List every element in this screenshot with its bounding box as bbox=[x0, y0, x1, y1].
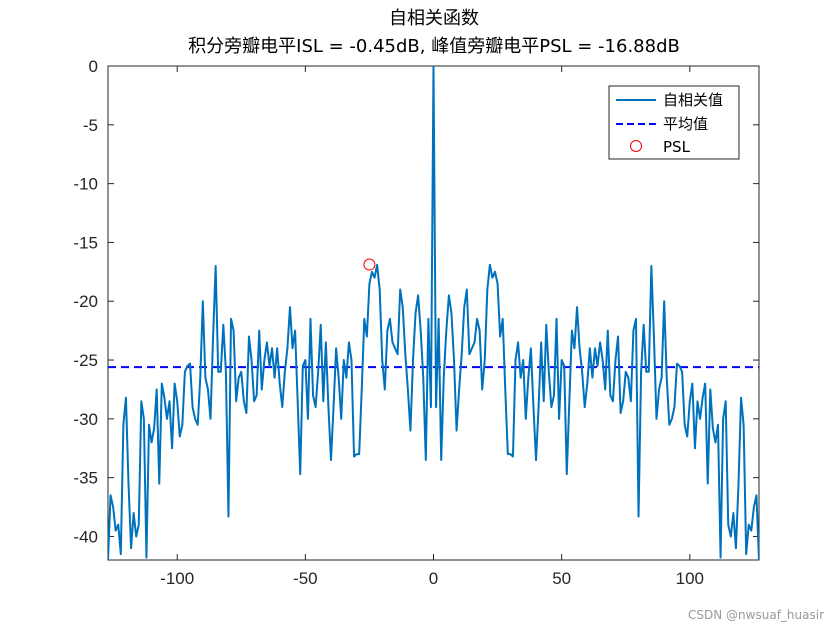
y-tick-label: -25 bbox=[73, 351, 98, 370]
legend: 自相关值 平均值 PSL bbox=[608, 85, 740, 160]
y-tick-label: 0 bbox=[89, 57, 98, 76]
y-tick-label: -35 bbox=[73, 469, 98, 488]
chart-subtitle: 积分旁瓣电平ISL = -0.45dB, 峰值旁瓣电平PSL = -16.88d… bbox=[188, 36, 680, 57]
y-tick-label: -20 bbox=[73, 292, 98, 311]
legend-label-autocorr: 自相关值 bbox=[663, 91, 723, 109]
autocorrelation-line bbox=[108, 66, 759, 560]
legend-label-mean: 平均值 bbox=[663, 115, 708, 133]
legend-swatch-psl bbox=[630, 140, 642, 152]
y-tick-label: -5 bbox=[83, 116, 98, 135]
chart-title: 自相关函数 bbox=[389, 8, 479, 29]
y-tick-label: -30 bbox=[73, 410, 98, 429]
psl-marker bbox=[363, 258, 376, 271]
y-tick-label: -40 bbox=[73, 527, 98, 546]
psl-marker-layer bbox=[363, 258, 376, 271]
x-tick-label: 100 bbox=[676, 569, 704, 588]
y-tick-label: -10 bbox=[73, 175, 98, 194]
axis-ticks: -100 -50 0 50 100 0 -5 -10 -15 -20 -25 -30 -35 -40 bbox=[73, 57, 759, 588]
x-tick-label: -50 bbox=[293, 569, 318, 588]
x-tick-label: -100 bbox=[160, 569, 194, 588]
x-tick-label: 0 bbox=[429, 569, 438, 588]
series-layer bbox=[108, 66, 759, 560]
watermark: CSDN @nwsuaf_huasir bbox=[688, 608, 824, 622]
x-tick-label: 50 bbox=[552, 569, 571, 588]
y-tick-label: -15 bbox=[73, 233, 98, 252]
legend-label-psl: PSL bbox=[663, 138, 691, 156]
